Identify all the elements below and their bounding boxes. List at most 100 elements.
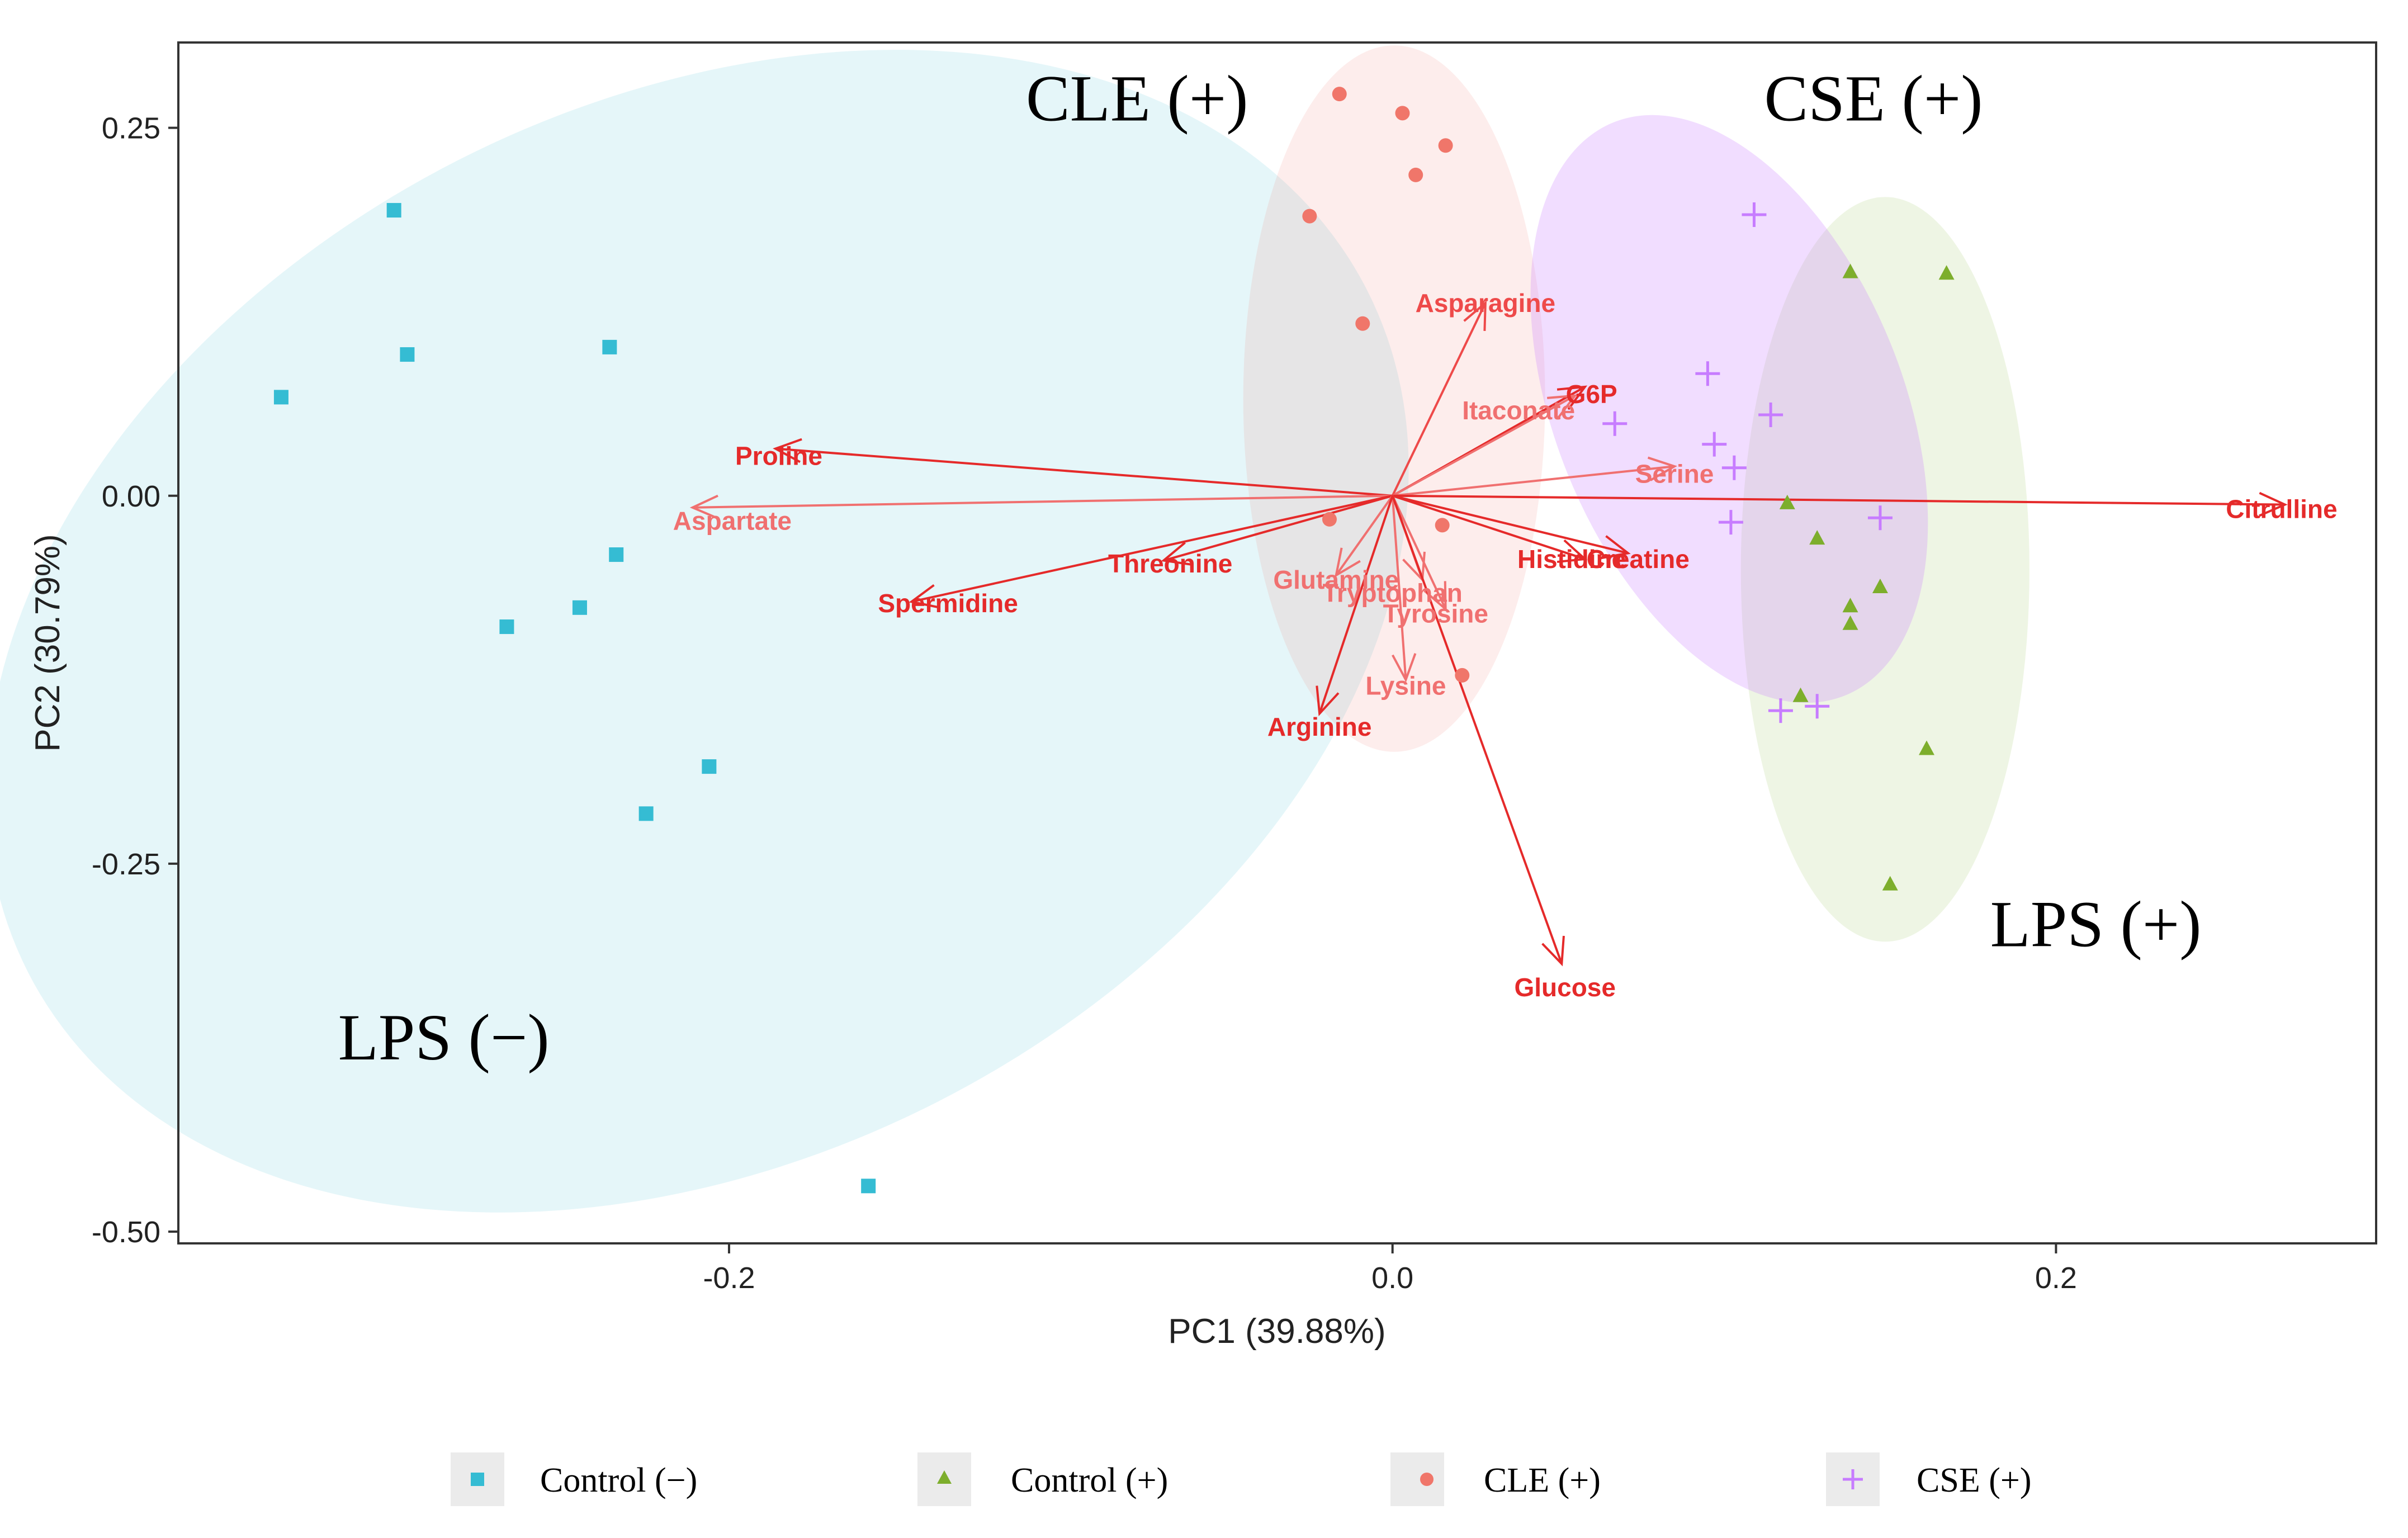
point-control-minus-2 [386, 203, 401, 218]
x-axis-title: PC1 (39.88%) [1168, 1312, 1385, 1351]
label-creatine: Creatine [1587, 545, 1690, 574]
legend-symbol-cle-plus [1420, 1473, 1434, 1486]
label-citrulline: Citrulline [2226, 494, 2337, 523]
arrowhead-serine [1647, 456, 1677, 481]
point-control-plus-7 [1842, 615, 1858, 630]
arrow-asparagine [1391, 302, 1487, 496]
arrowhead-tyrosine [1423, 581, 1447, 612]
label-glutamine: Glutamine [1273, 565, 1399, 594]
annotation-cle-plus: CLE (+) [1026, 62, 1248, 135]
legend-label-cle-plus: CLE (+) [1484, 1461, 1601, 1499]
y-tick-label-0-25: -0.25 [92, 848, 160, 881]
point-control-minus-5 [609, 547, 624, 562]
arrow-glutamine [1335, 495, 1394, 576]
legend-symbol-control-minus [471, 1473, 484, 1486]
legend-label-cse-plus: CSE (+) [1917, 1461, 2031, 1499]
point-control-plus-5 [1872, 578, 1888, 593]
point-control-plus-1 [1842, 263, 1858, 278]
point-control-plus-9 [1918, 740, 1934, 755]
group-annotations: CLE (+) CSE (+) LPS (+) LPS (−) [338, 62, 2202, 1074]
label-arginine: Arginine [1267, 712, 1372, 741]
label-tryptophan: Tryptophan [1322, 579, 1462, 608]
label-glucose: Glucose [1514, 973, 1616, 1002]
annotation-lps-minus: LPS (−) [338, 1001, 550, 1074]
arrowhead-citrulline [2259, 491, 2288, 517]
label-proline: Proline [735, 442, 822, 471]
point-control-minus-8 [702, 759, 717, 774]
point-cse-plus-5 [1702, 432, 1727, 457]
arrowhead-itaconate [1547, 394, 1578, 419]
point-control-minus-7 [499, 619, 514, 635]
label-serine: Serine [1635, 459, 1714, 488]
point-cle-plus-7 [1322, 512, 1337, 527]
point-control-minus-6 [572, 600, 587, 615]
point-cse-plus-7 [1718, 510, 1743, 535]
point-cle-plus-9 [1455, 668, 1470, 683]
point-cle-plus-6 [1355, 316, 1370, 331]
arrowhead-asparagine [1463, 300, 1487, 331]
point-cle-plus-8 [1435, 518, 1450, 533]
arrowhead-threonine [1161, 542, 1192, 566]
arrow-aspartate [692, 494, 1393, 509]
legend-key-cle-plus [1390, 1452, 1444, 1506]
arrow-histidine [1392, 494, 1586, 560]
arrowhead-lysine [1392, 653, 1417, 683]
label-aspartate: Aspartate [673, 507, 792, 536]
point-control-minus-9 [638, 806, 654, 821]
point-cse-plus-3 [1758, 402, 1783, 427]
arrowhead-aspartate [689, 494, 719, 520]
arrow-creatine [1392, 494, 1629, 555]
annotation-cse-plus: CSE (+) [1764, 62, 1983, 135]
arrow-itaconate [1392, 395, 1576, 497]
label-lysine: Lysine [1365, 671, 1446, 700]
point-cle-plus-1 [1332, 87, 1347, 102]
arrowhead-glucose [1541, 935, 1565, 967]
arrow-spermidine [911, 494, 1393, 603]
legend: Control (−) Control (+) CLE (+) CSE (+) [451, 1452, 2031, 1506]
point-control-plus-10 [1882, 876, 1898, 891]
point-cse-plus-10 [1805, 694, 1830, 719]
arrow-citrulline [1392, 494, 2285, 506]
axes: -0.2 0.0 0.2 0.25 0.00 -0.25 -0.50 [92, 112, 2077, 1295]
group-ellipses [0, 45, 2029, 1213]
arrowhead-spermidine [909, 584, 939, 609]
legend-label-control-plus: Control (+) [1011, 1461, 1168, 1499]
arrowhead-histidine [1557, 539, 1588, 564]
y-tick-label-0-50: -0.50 [92, 1215, 160, 1249]
arrowhead-g6p [1557, 385, 1588, 410]
point-control-minus-4 [602, 339, 617, 354]
legend-symbol-cse-plus [1843, 1469, 1863, 1489]
point-cse-plus-4 [1602, 411, 1628, 436]
y-tick-label-0-00: 0.00 [102, 480, 160, 513]
label-asparagine: Asparagine [1416, 288, 1556, 318]
ellipse-control-plus [1740, 197, 2029, 942]
point-control-minus-10 [861, 1179, 876, 1194]
arrowhead-proline [773, 438, 802, 463]
point-control-minus-3 [400, 347, 415, 362]
arrowhead-arginine [1316, 685, 1340, 717]
point-control-plus-4 [1809, 530, 1825, 545]
point-cle-plus-5 [1302, 209, 1317, 224]
label-spermidine: Spermidine [878, 589, 1018, 618]
arrow-arginine [1318, 495, 1394, 714]
ellipse-control-minus [0, 50, 1409, 1213]
plot-panel-border [177, 41, 2377, 1244]
label-g6p: G6P [1566, 380, 1617, 409]
point-control-plus-6 [1842, 598, 1858, 613]
y-tick-label-0-25: 0.25 [102, 112, 160, 145]
y-axis-title: PC2 (30.79%) [29, 534, 67, 751]
arrow-threonine [1163, 494, 1393, 562]
arrow-proline [775, 447, 1393, 497]
point-control-plus-2 [1938, 265, 1955, 280]
ellipse-cle-plus [1243, 45, 1545, 752]
ellipse-cse-plus [1530, 115, 1928, 703]
arrow-glucose [1391, 495, 1563, 964]
point-control-minus-1 [273, 390, 288, 405]
point-cse-plus-9 [1768, 698, 1793, 723]
point-cse-plus-6 [1721, 455, 1747, 480]
point-cle-plus-4 [1408, 167, 1423, 182]
loading-arrows [689, 300, 2288, 967]
data-points [273, 87, 1955, 1194]
